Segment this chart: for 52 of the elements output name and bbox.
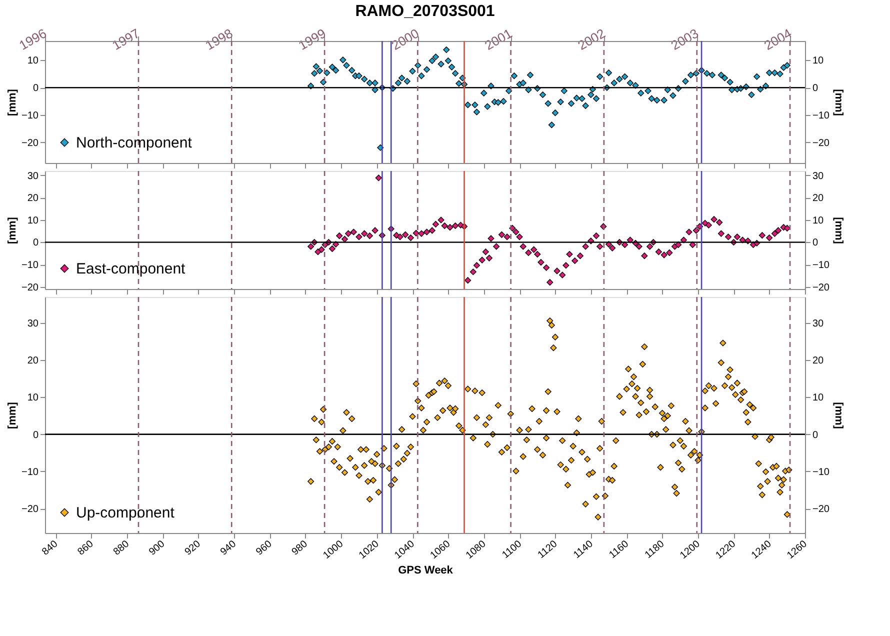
chart-title: RAMO_20703S001 — [355, 2, 495, 20]
y-tick-label: 0 — [32, 238, 39, 249]
y-tick-label: −10 — [22, 260, 39, 272]
y-tick-label: −10 — [22, 466, 39, 478]
y2-tick-label: −10 — [812, 466, 830, 478]
y-tick-label: 20 — [27, 356, 39, 367]
y2-tick-label: 10 — [812, 392, 824, 404]
y2-axis-title: [mm] — [832, 402, 844, 430]
y2-tick-label: 20 — [812, 356, 824, 367]
y-tick-label: 0 — [32, 83, 39, 94]
y-tick-label: 30 — [27, 170, 39, 182]
legend-label: East-component — [76, 260, 186, 278]
y-tick-label: −20 — [22, 504, 39, 516]
y-tick-label: 10 — [27, 56, 39, 67]
y-tick-label: −20 — [22, 282, 39, 294]
x-tick-label: 880 — [112, 538, 132, 558]
x-tick-label: 920 — [182, 538, 204, 558]
y2-axis-title: [mm] — [832, 89, 844, 116]
x-axis-title: GPS Week — [398, 564, 454, 577]
legend-label: North-component — [76, 134, 193, 152]
y2-tick-label: −10 — [812, 260, 830, 272]
y-axis-title: [mm] — [6, 402, 19, 429]
y2-tick-label: 20 — [812, 193, 824, 204]
legend-label: Up-component — [76, 504, 176, 522]
y2-tick-label: 0 — [812, 238, 818, 249]
y-tick-label: 0 — [32, 430, 39, 441]
x2-tick-label: 1996 — [16, 26, 49, 54]
x-tick-label: 940 — [218, 538, 239, 558]
y2-tick-label: −20 — [812, 138, 830, 149]
y-tick-label: 30 — [27, 318, 39, 330]
y2-tick-label: 10 — [812, 215, 824, 226]
y2-tick-label: −20 — [812, 504, 830, 516]
y-axis-title: [mm] — [6, 88, 19, 116]
y2-tick-label: 30 — [812, 318, 824, 330]
y2-tick-label: −20 — [812, 282, 830, 294]
y-tick-label: 10 — [27, 392, 39, 404]
y2-tick-label: 0 — [812, 83, 818, 94]
x-tick-label: 900 — [147, 538, 168, 558]
x-tick-label: 860 — [76, 538, 96, 558]
y2-axis-title: [mm] — [832, 217, 844, 244]
x-tick-label: 960 — [254, 538, 274, 558]
y2-tick-label: 30 — [812, 170, 824, 182]
y-axis-title: [mm] — [6, 216, 19, 244]
y-tick-label: −20 — [22, 138, 39, 149]
x-tick-label: 840 — [40, 538, 60, 558]
y-tick-label: 20 — [27, 193, 39, 204]
x-tick-label: 980 — [290, 538, 310, 558]
y-tick-label: 10 — [27, 215, 39, 226]
y-tick-label: −10 — [22, 110, 39, 122]
y2-tick-label: −10 — [812, 110, 830, 122]
y2-tick-label: 0 — [812, 430, 818, 441]
y2-tick-label: 10 — [812, 56, 824, 67]
